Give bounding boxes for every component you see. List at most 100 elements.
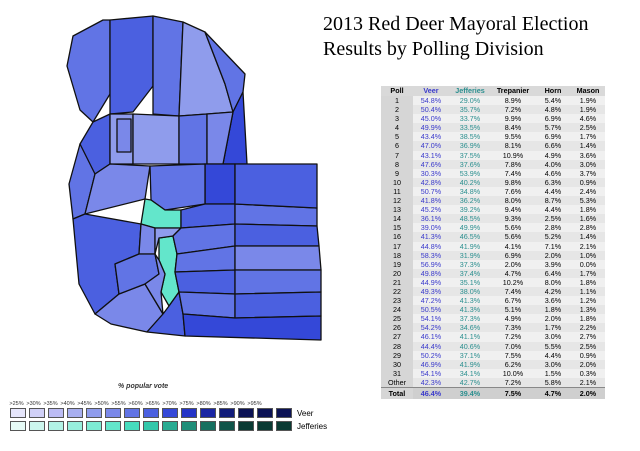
- poll-cell: 5: [381, 132, 413, 142]
- veer-cell: 46.9%: [413, 359, 449, 369]
- jefferies-cell: 34.8%: [449, 186, 491, 197]
- jefferies-cell: 41.9%: [449, 241, 491, 251]
- trepanier-cell: 4.7%: [491, 268, 535, 278]
- trepanier-cell: 6.7%: [491, 296, 535, 306]
- legend-veer-swatch: [48, 408, 64, 418]
- legend-jefferies-swatch: [200, 421, 216, 431]
- table-row: 4 49.9% 33.5% 8.4% 5.7% 2.5%: [381, 123, 605, 133]
- poll-cell: 9: [381, 168, 413, 178]
- mason-cell: 2.5%: [571, 123, 605, 133]
- results-table: Poll Veer Jefferies Trepanier Horn Mason…: [381, 86, 605, 399]
- division-se-r5c2[interactable]: [234, 291, 322, 319]
- jefferies-cell: 37.3%: [449, 259, 491, 269]
- trepanier-cell: 2.0%: [491, 259, 535, 269]
- veer-cell: 46.1%: [413, 332, 449, 342]
- mason-cell: 2.2%: [571, 323, 605, 333]
- mason-cell: 1.1%: [571, 286, 605, 297]
- mason-cell: 1.4%: [571, 141, 605, 151]
- division-se-r3c2[interactable]: [234, 245, 322, 271]
- division-strip-blue-b[interactable]: [144, 253, 166, 315]
- horn-cell: 2.5%: [535, 214, 571, 224]
- veer-cell: 54.1%: [413, 314, 449, 324]
- poll-cell: 25: [381, 314, 413, 324]
- division-se-r4c1[interactable]: [174, 269, 236, 295]
- division-mid-west[interactable]: [84, 163, 151, 215]
- mason-cell: 1.2%: [571, 296, 605, 306]
- poll-cell: 15: [381, 223, 413, 233]
- table-row: 19 56.9% 37.3% 2.0% 3.9% 0.0%: [381, 259, 605, 269]
- poll-cell: 20: [381, 268, 413, 278]
- division-far-east[interactable]: [234, 163, 318, 209]
- division-se-bottom[interactable]: [182, 313, 322, 341]
- horn-cell: 3.0%: [535, 332, 571, 342]
- division-se-r2c2[interactable]: [234, 223, 320, 247]
- mason-cell: 1.7%: [571, 132, 605, 142]
- mason-cell: 2.0%: [571, 359, 605, 369]
- table-row: 13 45.2% 39.2% 9.4% 4.4% 1.8%: [381, 205, 605, 215]
- division-north-central[interactable]: [152, 15, 184, 117]
- veer-cell: 54.1%: [413, 368, 449, 378]
- division-se-r4c2[interactable]: [234, 269, 322, 295]
- table-row: 29 50.2% 37.1% 7.5% 4.4% 0.9%: [381, 350, 605, 360]
- table-row: 7 43.1% 37.5% 10.9% 4.9% 3.6%: [381, 150, 605, 160]
- table-row: 20 49.8% 37.4% 4.7% 6.4% 1.7%: [381, 268, 605, 278]
- poll-cell: 16: [381, 232, 413, 242]
- poll-cell: 2: [381, 105, 413, 115]
- division-south-west-inner[interactable]: [138, 223, 156, 255]
- horn-cell: 3.9%: [535, 259, 571, 269]
- veer-cell: 50.2%: [413, 350, 449, 360]
- legend-jefferies-swatch: [143, 421, 159, 431]
- jefferies-cell: 36.2%: [449, 196, 491, 206]
- veer-cell: 45.2%: [413, 205, 449, 215]
- trepanier-cell: 8.0%: [491, 196, 535, 206]
- legend-veer-label: Veer: [297, 408, 314, 418]
- legend-tick-label: >70%: [162, 401, 177, 407]
- mason-cell: 1.9%: [571, 105, 605, 115]
- table-row: 14 36.1% 48.5% 9.3% 2.5% 1.6%: [381, 214, 605, 224]
- veer-cell: 43.1%: [413, 150, 449, 160]
- legend-tick-label: >25%: [9, 401, 24, 407]
- legend-veer-swatch: [162, 408, 178, 418]
- mason-cell: 2.8%: [571, 223, 605, 233]
- division-central-blue[interactable]: [178, 113, 208, 165]
- division-nw[interactable]: [66, 19, 111, 123]
- jefferies-cell: 39.2%: [449, 205, 491, 215]
- trepanier-cell: 8.4%: [491, 123, 535, 133]
- division-central-light[interactable]: [132, 113, 180, 165]
- veer-cell: 50.4%: [413, 105, 449, 115]
- table-row: 31 54.1% 34.1% 10.0% 1.5% 0.3%: [381, 368, 605, 378]
- veer-cell: 30.3%: [413, 168, 449, 178]
- horn-cell: 2.0%: [535, 250, 571, 260]
- division-dark-square[interactable]: [204, 163, 236, 205]
- mason-cell: 1.6%: [571, 214, 605, 224]
- horn-cell: 6.9%: [535, 132, 571, 142]
- legend-jefferies-swatch: [257, 421, 273, 431]
- mason-cell: 2.1%: [571, 241, 605, 251]
- jefferies-cell: 41.3%: [449, 296, 491, 306]
- veer-cell: 47.6%: [413, 159, 449, 169]
- division-mid-center[interactable]: [149, 163, 206, 211]
- table-row: 2 50.4% 35.7% 7.2% 4.8% 1.9%: [381, 105, 605, 115]
- trepanier-cell: 5.6%: [491, 232, 535, 242]
- jefferies-cell: 41.1%: [449, 332, 491, 342]
- veer-cell: 42.3%: [413, 377, 449, 388]
- horn-cell: 5.4%: [535, 96, 571, 106]
- poll-cell: 24: [381, 305, 413, 315]
- veer-cell: 54.2%: [413, 323, 449, 333]
- mason-cell: 0.0%: [571, 259, 605, 269]
- poll-cell: Other: [381, 377, 413, 388]
- jefferies-cell: 37.4%: [449, 268, 491, 278]
- jefferies-cell: 36.9%: [449, 141, 491, 151]
- division-north-west-central[interactable]: [109, 15, 154, 115]
- jefferies-cell: 29.0%: [449, 96, 491, 106]
- division-west-small-b[interactable]: [116, 118, 132, 153]
- legend-tick-label: >80%: [196, 401, 211, 407]
- horn-cell: 4.9%: [535, 150, 571, 160]
- mason-cell: 0.9%: [571, 350, 605, 360]
- legend-jefferies-swatch: [219, 421, 235, 431]
- trepanier-cell: 7.5%: [491, 350, 535, 360]
- trepanier-cell: 5.6%: [491, 223, 535, 233]
- legend-veer-swatch: [181, 408, 197, 418]
- header-jefferies: Jefferies: [449, 86, 491, 96]
- horn-cell: 5.5%: [535, 341, 571, 351]
